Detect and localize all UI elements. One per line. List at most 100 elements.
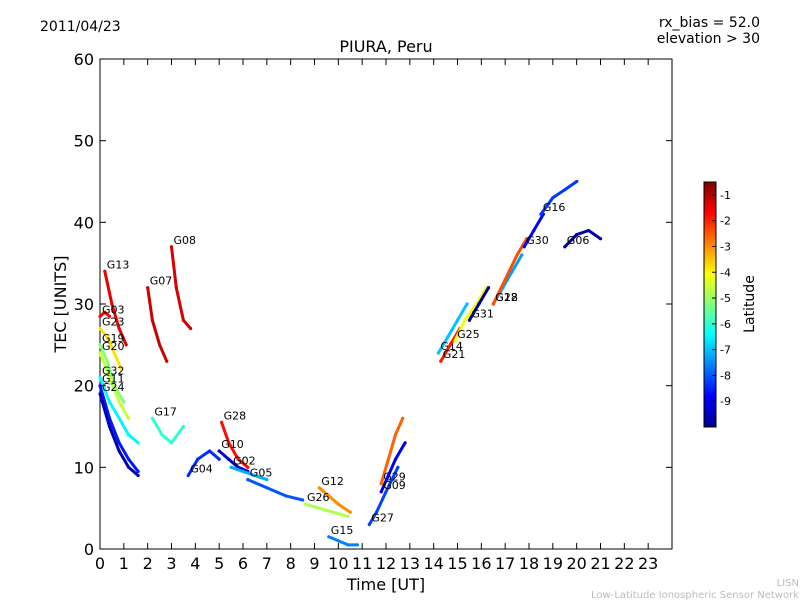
- data-point: [169, 245, 174, 249]
- data-point: [110, 302, 114, 306]
- series-g32: G32: [98, 365, 140, 445]
- data-point: [150, 416, 154, 420]
- series-g25: G25: [453, 286, 488, 343]
- data-point: [265, 486, 269, 490]
- data-point: [98, 351, 102, 355]
- x-tick-label: 14: [423, 554, 443, 573]
- x-tick-label: 6: [238, 554, 248, 573]
- data-point: [539, 212, 543, 216]
- series-g12: G12: [317, 475, 352, 514]
- satellite-label: G31: [471, 307, 494, 320]
- series-trace: [303, 502, 350, 518]
- series-trace: [229, 465, 269, 482]
- x-tick-label: 2: [143, 554, 153, 573]
- data-point: [227, 457, 231, 461]
- satellite-label: G25: [457, 328, 480, 341]
- data-point: [463, 318, 467, 322]
- series-g27: G27: [367, 465, 400, 527]
- data-point: [327, 494, 331, 498]
- data-point: [486, 286, 491, 290]
- data-point: [317, 506, 321, 510]
- satellite-label: G07: [150, 275, 173, 288]
- y-tick-label: 30: [74, 295, 94, 314]
- data-point: [317, 486, 321, 490]
- data-point: [146, 286, 150, 290]
- x-tick-label: 11: [352, 554, 372, 573]
- data-point: [158, 343, 162, 347]
- x-tick-label: 7: [262, 554, 272, 573]
- data-point: [448, 343, 452, 347]
- data-point: [107, 375, 112, 380]
- data-point: [346, 543, 350, 547]
- data-point: [150, 318, 154, 322]
- data-point: [124, 343, 128, 347]
- series-trace: [367, 465, 400, 526]
- data-point: [181, 424, 185, 429]
- series-g08: G08: [169, 234, 196, 331]
- data-point: [503, 277, 507, 282]
- x-tick-label: 8: [286, 554, 296, 573]
- data-point: [367, 522, 371, 527]
- series-g22: G22: [491, 237, 529, 306]
- data-point: [117, 326, 121, 331]
- series-g26: G26: [303, 491, 350, 518]
- data-point: [303, 502, 307, 506]
- data-point: [374, 510, 379, 514]
- satellite-label: G21: [443, 348, 466, 361]
- data-point: [236, 457, 240, 461]
- date-label: 2011/04/23: [40, 19, 121, 35]
- data-point: [165, 359, 169, 363]
- series-trace: [170, 245, 193, 330]
- data-point: [127, 416, 131, 420]
- satellite-label: G18: [495, 291, 518, 304]
- data-point: [265, 478, 269, 482]
- series-g09: G09: [379, 441, 407, 494]
- y-tick-label: 40: [74, 213, 94, 232]
- data-point: [396, 465, 400, 469]
- x-tick-label: 19: [543, 554, 563, 573]
- data-point: [510, 269, 514, 273]
- data-point: [393, 457, 398, 461]
- satellite-label: G04: [190, 463, 213, 476]
- satellite-label: G03: [102, 303, 125, 316]
- series-g04: G04: [186, 449, 221, 478]
- data-point: [127, 465, 131, 469]
- series-g20: G20: [98, 340, 131, 420]
- x-axis: 0 1 2 3 4 5 6 7 8 9 10 11 12 13 14 15 16 17 18 19 20 21 22 23: [95, 59, 658, 573]
- data-point: [598, 237, 603, 241]
- series-trace: [436, 302, 469, 355]
- data-point: [346, 514, 350, 518]
- satellite-label: G22: [495, 291, 518, 304]
- series-g06: G06: [563, 228, 603, 249]
- x-tick-label: 13: [400, 554, 420, 573]
- series-trace: [98, 351, 131, 420]
- colorbar-tick-label: -4: [720, 266, 731, 279]
- series-g02: G02: [229, 454, 269, 482]
- data-point: [136, 469, 140, 473]
- series-g24: G24: [98, 381, 140, 478]
- y-tick-label: 0: [84, 540, 94, 559]
- y-axis-label: TEC [UNITS]: [51, 256, 70, 354]
- series-g17: G17: [150, 405, 185, 445]
- satellite-label: G10: [221, 438, 244, 451]
- data-point: [107, 314, 112, 318]
- x-tick-label: 5: [214, 554, 224, 573]
- satellite-label: G15: [331, 524, 354, 537]
- series-trace: [217, 449, 250, 473]
- series-trace: [327, 535, 359, 547]
- x-tick-label: 18: [519, 554, 539, 573]
- x-axis-label: Time [UT]: [346, 575, 425, 594]
- data-point: [119, 367, 124, 371]
- data-point: [174, 286, 178, 290]
- colorbar: [703, 181, 717, 428]
- series-g10: G10: [217, 438, 250, 473]
- data-point: [446, 335, 450, 339]
- satellite-label: G28: [224, 409, 247, 422]
- satellite-label: G20: [102, 340, 125, 353]
- data-point: [327, 535, 331, 539]
- satellite-label: G02: [233, 454, 256, 467]
- data-point: [439, 359, 443, 363]
- x-tick-label: 21: [590, 554, 610, 573]
- data-point: [455, 318, 460, 322]
- data-point: [208, 449, 212, 453]
